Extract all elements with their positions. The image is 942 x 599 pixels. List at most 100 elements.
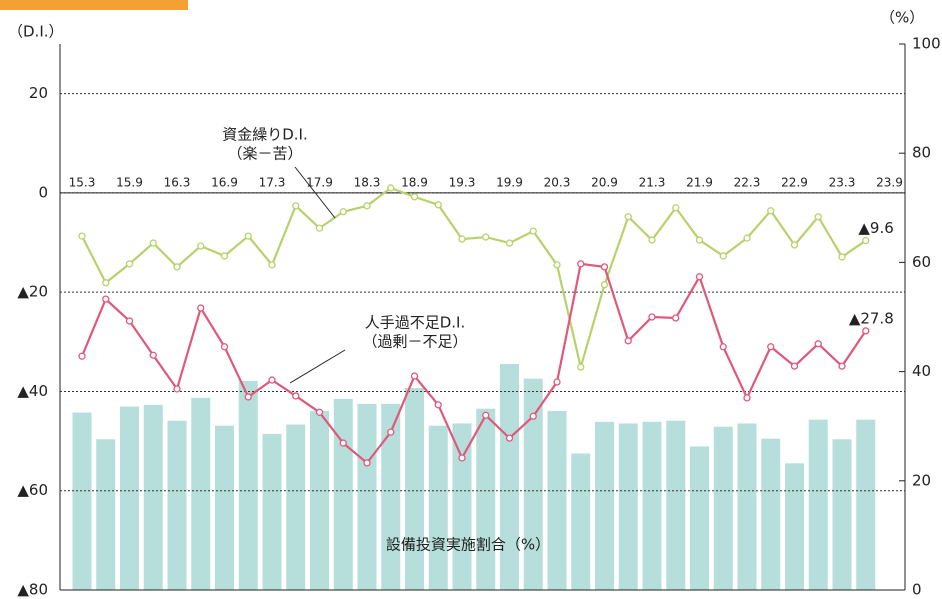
line bbox=[81, 186, 867, 372]
point bbox=[102, 295, 110, 303]
point bbox=[125, 260, 134, 268]
point bbox=[577, 363, 585, 371]
point bbox=[743, 394, 751, 402]
point bbox=[197, 304, 205, 312]
point bbox=[292, 202, 300, 210]
bar bbox=[547, 410, 567, 590]
point bbox=[268, 376, 276, 384]
x-tick-label: 23.3 bbox=[829, 175, 856, 189]
point bbox=[220, 252, 229, 260]
x-tick-label: 22.3 bbox=[734, 175, 761, 189]
y-tick-label: 0 bbox=[38, 183, 48, 201]
point bbox=[648, 313, 656, 321]
point bbox=[78, 352, 86, 360]
x-tick-label: 16.3 bbox=[164, 175, 191, 189]
point bbox=[838, 362, 846, 370]
point bbox=[244, 393, 252, 401]
x-tick-label: 18.9 bbox=[401, 175, 428, 189]
point bbox=[624, 213, 632, 221]
bar bbox=[238, 380, 258, 590]
point bbox=[719, 343, 727, 351]
point bbox=[695, 273, 704, 281]
bar bbox=[96, 439, 116, 590]
point bbox=[672, 314, 680, 322]
point bbox=[149, 351, 157, 359]
y-tick-label: ▲80 bbox=[17, 581, 48, 599]
y-tick-label: ▲60 bbox=[17, 481, 48, 499]
point bbox=[814, 213, 822, 221]
y2-tick-label: 80 bbox=[912, 144, 931, 162]
bar bbox=[713, 426, 733, 590]
y-tick-label: 20 bbox=[29, 84, 48, 102]
bar bbox=[143, 404, 163, 590]
point bbox=[719, 252, 727, 260]
leader-line bbox=[289, 349, 346, 384]
y2-tick-label: 100 bbox=[912, 35, 941, 53]
x-tick-label: 17.3 bbox=[259, 175, 286, 189]
point bbox=[862, 327, 870, 335]
leader-line bbox=[294, 166, 336, 219]
x-tick-label: 19.9 bbox=[496, 175, 523, 189]
point bbox=[814, 340, 822, 348]
point bbox=[220, 343, 229, 351]
point bbox=[125, 317, 134, 325]
y2-tick-label: 0 bbox=[912, 581, 922, 599]
point bbox=[458, 235, 466, 243]
bar bbox=[452, 423, 472, 590]
point bbox=[553, 378, 561, 386]
point bbox=[434, 401, 442, 409]
x-tick-label: 15.9 bbox=[116, 175, 143, 189]
point bbox=[387, 184, 395, 192]
point bbox=[363, 202, 371, 210]
point bbox=[529, 412, 537, 420]
series-label: 人手過不足D.I. bbox=[365, 314, 466, 332]
x-tick-label: 23.9 bbox=[876, 175, 903, 189]
point bbox=[387, 428, 395, 436]
line bbox=[80, 262, 867, 465]
x-tick-label: 20.3 bbox=[544, 175, 571, 189]
bar bbox=[785, 463, 804, 590]
x-tick-label: 20.9 bbox=[591, 175, 618, 189]
x-tick-label: 16.9 bbox=[211, 175, 238, 189]
bar bbox=[690, 446, 709, 590]
x-tick-label: 21.9 bbox=[686, 175, 713, 189]
bar bbox=[737, 423, 757, 590]
point bbox=[315, 224, 324, 232]
point bbox=[315, 408, 324, 416]
point bbox=[149, 239, 157, 247]
y-tick-label: ▲20 bbox=[17, 283, 48, 301]
series-label: 設備投資実施割合（%） bbox=[386, 536, 550, 554]
x-tick-label: 21.3 bbox=[639, 175, 666, 189]
bar bbox=[618, 423, 638, 590]
y2-tick-label: 40 bbox=[912, 362, 931, 380]
value-label: ▲9.6 bbox=[858, 219, 893, 237]
bar bbox=[286, 424, 306, 590]
point bbox=[862, 236, 870, 245]
bar bbox=[856, 419, 876, 590]
point bbox=[410, 372, 419, 380]
point bbox=[767, 343, 775, 351]
header-tab bbox=[0, 0, 188, 10]
point bbox=[600, 263, 609, 271]
bar bbox=[571, 453, 591, 590]
bar bbox=[215, 425, 234, 590]
bar bbox=[595, 421, 614, 590]
bar bbox=[167, 420, 187, 590]
bar bbox=[642, 421, 662, 590]
point bbox=[624, 337, 632, 345]
point bbox=[648, 236, 656, 244]
point bbox=[505, 434, 514, 442]
series-note: （楽－苦） bbox=[227, 145, 302, 163]
y-axis-label: （D.I.） bbox=[8, 23, 64, 41]
point bbox=[838, 253, 846, 261]
point bbox=[695, 236, 704, 244]
point bbox=[529, 227, 537, 235]
point bbox=[767, 207, 775, 215]
bar bbox=[500, 363, 519, 590]
series-note: （過剰－不足） bbox=[362, 333, 467, 351]
bar bbox=[832, 439, 852, 590]
bar bbox=[523, 378, 543, 590]
point bbox=[672, 204, 680, 212]
point bbox=[743, 234, 751, 242]
